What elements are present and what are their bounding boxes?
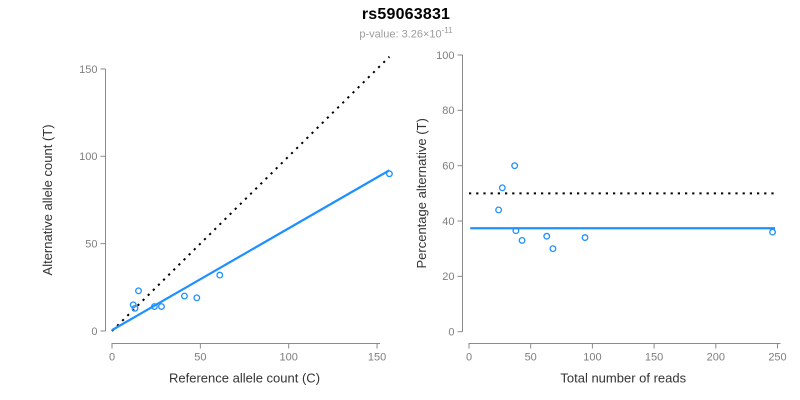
x-tick-label: 0 [109, 352, 115, 364]
y-tick-label: 60 [442, 161, 454, 173]
p-value-text: p-value: 3.26×10 [359, 28, 442, 41]
y-axis-title: Alternative allele count (T) [40, 124, 55, 275]
data-point [581, 234, 589, 242]
data-point [511, 162, 519, 170]
x-tick-label: 0 [466, 352, 472, 364]
x-tick-label: 50 [525, 352, 537, 364]
x-tick-label: 100 [583, 352, 601, 364]
y-tick-label: 40 [442, 216, 454, 228]
y-tick-label: 0 [448, 327, 454, 339]
data-point [180, 292, 188, 300]
data-point [216, 271, 224, 279]
data-point [129, 301, 137, 309]
x-axis-title: Total number of reads [560, 371, 686, 386]
plot-title: rs59063831 [361, 6, 451, 23]
fit-line [111, 169, 390, 332]
y-tick-label: 80 [442, 105, 454, 117]
x-axis-title: Reference allele count (C) [169, 371, 320, 386]
y-tick-label: 150 [79, 64, 97, 76]
y-axis-title: Percentage alternative (T) [414, 118, 429, 268]
data-point [495, 206, 503, 214]
x-tick-label: 200 [707, 352, 725, 364]
y-tick-label: 20 [442, 271, 454, 283]
data-point [385, 170, 393, 178]
data-point [150, 303, 158, 310]
y-tick-label: 100 [436, 50, 454, 62]
x-tick-label: 50 [194, 352, 206, 364]
x-tick-label: 150 [368, 352, 386, 364]
data-point [518, 236, 526, 244]
x-tick-label: 150 [645, 352, 663, 364]
data-point [498, 184, 506, 192]
data-point [549, 245, 557, 253]
x-tick-label: 100 [280, 352, 298, 364]
p-value-exponent: -11 [441, 26, 453, 35]
data-point [193, 294, 201, 302]
y-tick-label: 100 [79, 151, 97, 163]
identity-line [111, 56, 391, 332]
y-tick-label: 50 [85, 239, 97, 251]
data-point [543, 232, 551, 240]
data-point [512, 227, 520, 235]
plot-subtitle: p-value: 3.26×10-11 [0, 26, 800, 41]
y-tick-label: 0 [91, 326, 97, 338]
data-point [135, 287, 142, 295]
data-point [769, 228, 777, 236]
x-tick-label: 250 [768, 352, 786, 364]
data-point [158, 303, 165, 310]
data-point [131, 304, 139, 312]
